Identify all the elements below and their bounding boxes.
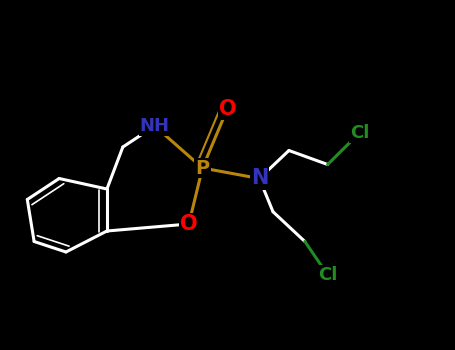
Text: NH: NH bbox=[140, 117, 170, 135]
Text: O: O bbox=[219, 98, 236, 119]
Text: O: O bbox=[180, 214, 197, 234]
Text: Cl: Cl bbox=[350, 124, 369, 142]
Text: N: N bbox=[251, 168, 268, 189]
Text: Cl: Cl bbox=[318, 266, 337, 284]
Text: P: P bbox=[195, 159, 210, 177]
